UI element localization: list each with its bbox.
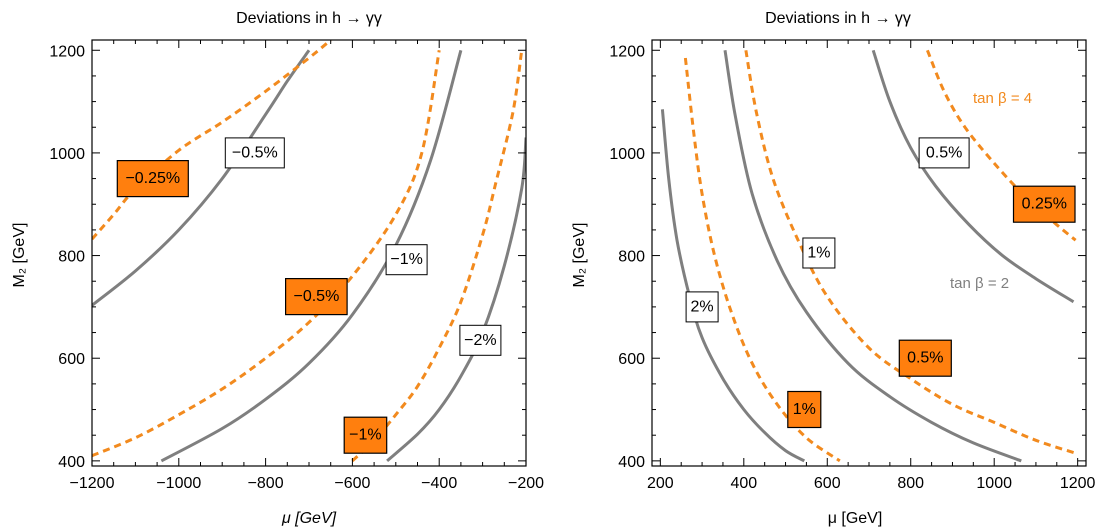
right-chart-panel: Deviations in h → γγ μ [GeV] M₂ [GeV] 0.…: [571, 10, 1096, 527]
left-chart-panel: Deviations in h → γγ μ [GeV] M₂ [GeV] −0…: [11, 10, 544, 527]
right-contour-orange-dashed-5: [926, 49, 1077, 242]
right-contour-gray-solid-0: [660, 109, 806, 463]
right-x-tick-label: 1200: [1060, 475, 1096, 492]
right-x-tick-label: 400: [730, 475, 757, 492]
contour-label-text: 2%: [691, 298, 714, 315]
contour-label-box: [787, 390, 822, 429]
right-contour-label: 1%: [787, 390, 822, 429]
right-y-tick-label: 800: [618, 249, 645, 266]
right-contour-label: 0.5%: [898, 339, 952, 377]
left-x-tick-label: −200: [508, 475, 544, 492]
left-contour-label: −0.25%: [116, 160, 189, 198]
left-contour-orange-dashed-3: [92, 40, 332, 241]
contour-label-box: [918, 137, 970, 169]
left-contour-orange-dashed-5: [351, 50, 524, 462]
right-y-tick-label: 1000: [609, 146, 645, 163]
right-contour-orange-dashed-4: [744, 50, 1077, 455]
contour-label-text: 0.25%: [1022, 196, 1067, 213]
left-contour-label: −0.5%: [285, 278, 348, 316]
contour-label-box: [285, 278, 348, 316]
contour-label-box: [1012, 185, 1076, 223]
contour-label-text: −0.5%: [293, 288, 339, 305]
right-contour-gray-solid-2: [871, 49, 1075, 304]
left-x-tick-label: −600: [334, 475, 370, 492]
right-y-axis-label: M₂ [GeV]: [571, 223, 588, 288]
contour-label-text: −1%: [390, 251, 422, 268]
right-contour-label: 2%: [685, 291, 719, 323]
right-y-tick-label: 600: [618, 351, 645, 368]
contour-label-text: −2%: [464, 332, 496, 349]
left-x-tick-label: −1200: [70, 475, 115, 492]
contour-label-text: 0.5%: [926, 144, 962, 161]
left-y-axis-label: M₂ [GeV]: [11, 223, 28, 288]
right-contour-orange-dashed-3: [683, 57, 841, 463]
left-contour-gray-solid-0: [92, 49, 311, 307]
right-x-tick-label: 800: [897, 475, 924, 492]
contour-label-box: [224, 137, 285, 169]
right-x-axis-label: μ [GeV]: [828, 510, 883, 527]
contour-label-text: −0.25%: [125, 170, 180, 187]
right-contour-label: 1%: [802, 237, 836, 269]
right-chart-title: Deviations in h → γγ: [765, 10, 911, 27]
left-contour-orange-dashed-4: [92, 50, 441, 458]
left-x-tick-label: −800: [248, 475, 284, 492]
left-y-tick-label: 400: [58, 454, 85, 471]
contour-label-box: [685, 291, 719, 323]
left-contour-gray-solid-1: [160, 49, 463, 463]
contour-label-box: [343, 416, 388, 454]
contour-label-box: [459, 324, 502, 356]
right-x-tick-label: 200: [647, 475, 674, 492]
contour-label-text: −1%: [349, 427, 381, 444]
left-y-tick-label: 600: [58, 351, 85, 368]
right-y-tick-label: 400: [618, 454, 645, 471]
left-contour-gray-solid-2: [386, 137, 526, 463]
legend-tan-beta-2: tan β = 2: [950, 275, 1009, 292]
left-x-tick-label: −400: [421, 475, 457, 492]
left-contour-label: −1%: [343, 416, 388, 454]
left-contour-label: −2%: [459, 324, 502, 356]
left-y-tick-label: 1000: [49, 146, 85, 163]
left-contour-label: −0.5%: [224, 137, 285, 169]
left-chart-title: Deviations in h → γγ: [236, 10, 382, 27]
right-contour-label: 0.5%: [918, 137, 970, 169]
left-x-axis-label: μ [GeV]: [281, 510, 337, 527]
contour-label-text: 0.5%: [907, 350, 943, 367]
left-y-tick-label: 800: [58, 249, 85, 266]
left-contour-label: −1%: [385, 244, 428, 276]
contour-label-text: 1%: [807, 245, 830, 262]
right-contour-gray-solid-1: [723, 50, 1022, 463]
contour-label-box: [802, 237, 836, 269]
left-y-tick-label: 1200: [49, 43, 85, 60]
contour-label-box: [385, 244, 428, 276]
contour-label-box: [898, 339, 952, 377]
right-contour-label: 0.25%: [1012, 185, 1076, 223]
right-y-tick-label: 1200: [609, 43, 645, 60]
left-x-tick-label: −1000: [156, 475, 201, 492]
right-x-tick-label: 600: [814, 475, 841, 492]
legend-tan-beta-4: tan β = 4: [973, 90, 1032, 107]
contour-label-box: [116, 160, 189, 198]
contour-label-text: −0.5%: [232, 144, 278, 161]
contour-label-text: 1%: [793, 401, 816, 418]
right-x-tick-label: 1000: [976, 475, 1012, 492]
